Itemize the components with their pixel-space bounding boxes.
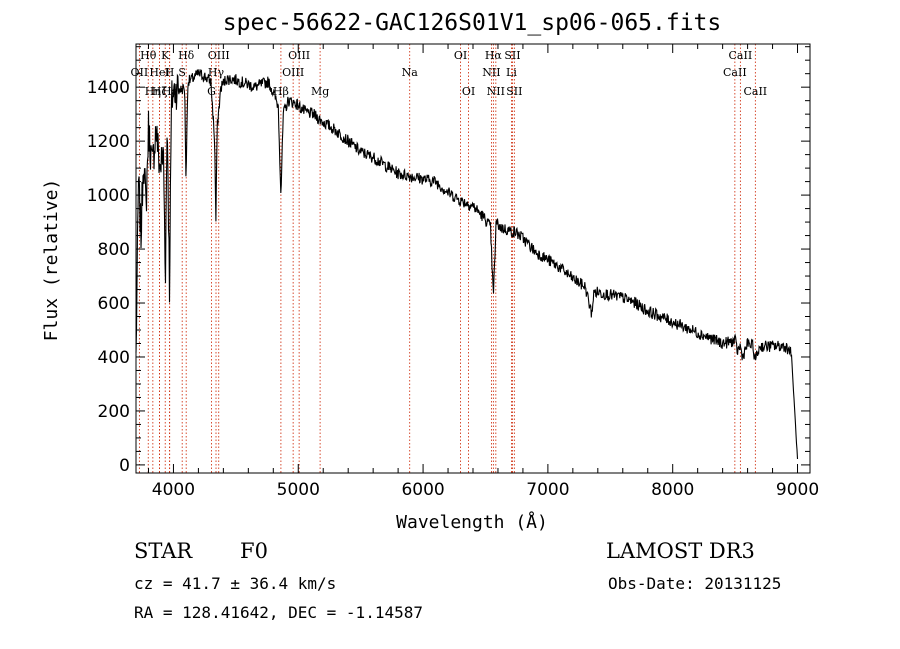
line-label: Hη: [145, 85, 161, 98]
spectrum-chart: spec-56622-GAC126S01V1_sp06-065.fits Hθ O…: [41, 10, 819, 533]
y-tick-label: 1400: [87, 78, 130, 98]
line-label: OIII: [282, 66, 304, 79]
line-label: Hβ: [273, 85, 289, 98]
y-tick-label: 1000: [87, 186, 130, 206]
line-label: NII: [482, 66, 500, 79]
line-label: Na: [402, 66, 419, 79]
line-label: CaII: [743, 85, 767, 98]
line-label: SII: [506, 85, 522, 98]
spectral-subclass: F0: [240, 539, 268, 563]
line-label: Hθ: [140, 49, 157, 62]
line-label: OIII: [288, 49, 310, 62]
x-axis: 4000 5000 6000 7000 8000 9000: [147, 44, 819, 500]
ra-dec-coordinates: RA = 128.41642, DEC = -1.14587: [134, 603, 423, 622]
y-tick-label: 600: [98, 294, 130, 314]
x-tick-label: 7000: [526, 480, 569, 500]
line-label: Hζ: [152, 85, 168, 98]
line-label: OII: [131, 66, 149, 79]
line-label: Hδ: [178, 49, 195, 62]
y-tick-label: 400: [98, 348, 130, 368]
y-tick-label: 1200: [87, 132, 130, 152]
object-type: STAR: [134, 539, 193, 563]
y-axis-label: Flux (relative): [41, 179, 62, 342]
line-label: CaII: [729, 49, 753, 62]
line-label: CaII: [723, 66, 747, 79]
redshift-cz: cz = 41.7 ± 36.4 km/s: [134, 574, 337, 593]
line-label: Hα: [485, 49, 503, 62]
y-tick-label: 0: [119, 456, 130, 476]
x-axis-label: Wavelength (Å): [396, 511, 548, 533]
plot-frame: [135, 43, 811, 474]
line-label: S: [178, 66, 186, 79]
line-label: Li: [506, 66, 517, 79]
line-label: H: [165, 66, 175, 79]
line-label: OI: [454, 49, 467, 62]
chart-title: spec-56622-GAC126S01V1_sp06-065.fits: [223, 10, 722, 36]
y-tick-label: 200: [98, 402, 130, 422]
line-label: K: [161, 49, 170, 62]
line-label: Hγ: [208, 66, 225, 79]
line-label: OI: [462, 85, 475, 98]
x-tick-label: 8000: [651, 480, 694, 500]
line-label: NII: [487, 85, 505, 98]
line-markers: [138, 44, 756, 473]
spectrum-line: [135, 68, 799, 460]
x-tick-label: 9000: [776, 480, 819, 500]
line-label: HeI: [149, 66, 169, 79]
y-tick-label: 800: [98, 240, 130, 260]
line-labels: HθOIIHηHζKHeIHHεHδSGOIIIHγHβOIIIOIIIMgNa…: [131, 49, 768, 98]
line-label: Mg: [311, 85, 329, 98]
observation-date: Obs-Date: 20131125: [608, 574, 782, 593]
y-axis: 0 200 400 600 800 1000 1200 1400: [87, 46, 810, 476]
x-tick-label: 6000: [401, 480, 444, 500]
x-tick-label: 5000: [277, 480, 320, 500]
line-label: SII: [504, 49, 520, 62]
line-label: OIII: [208, 49, 230, 62]
survey-name: LAMOST DR3: [606, 539, 755, 563]
x-tick-label: 4000: [152, 480, 195, 500]
